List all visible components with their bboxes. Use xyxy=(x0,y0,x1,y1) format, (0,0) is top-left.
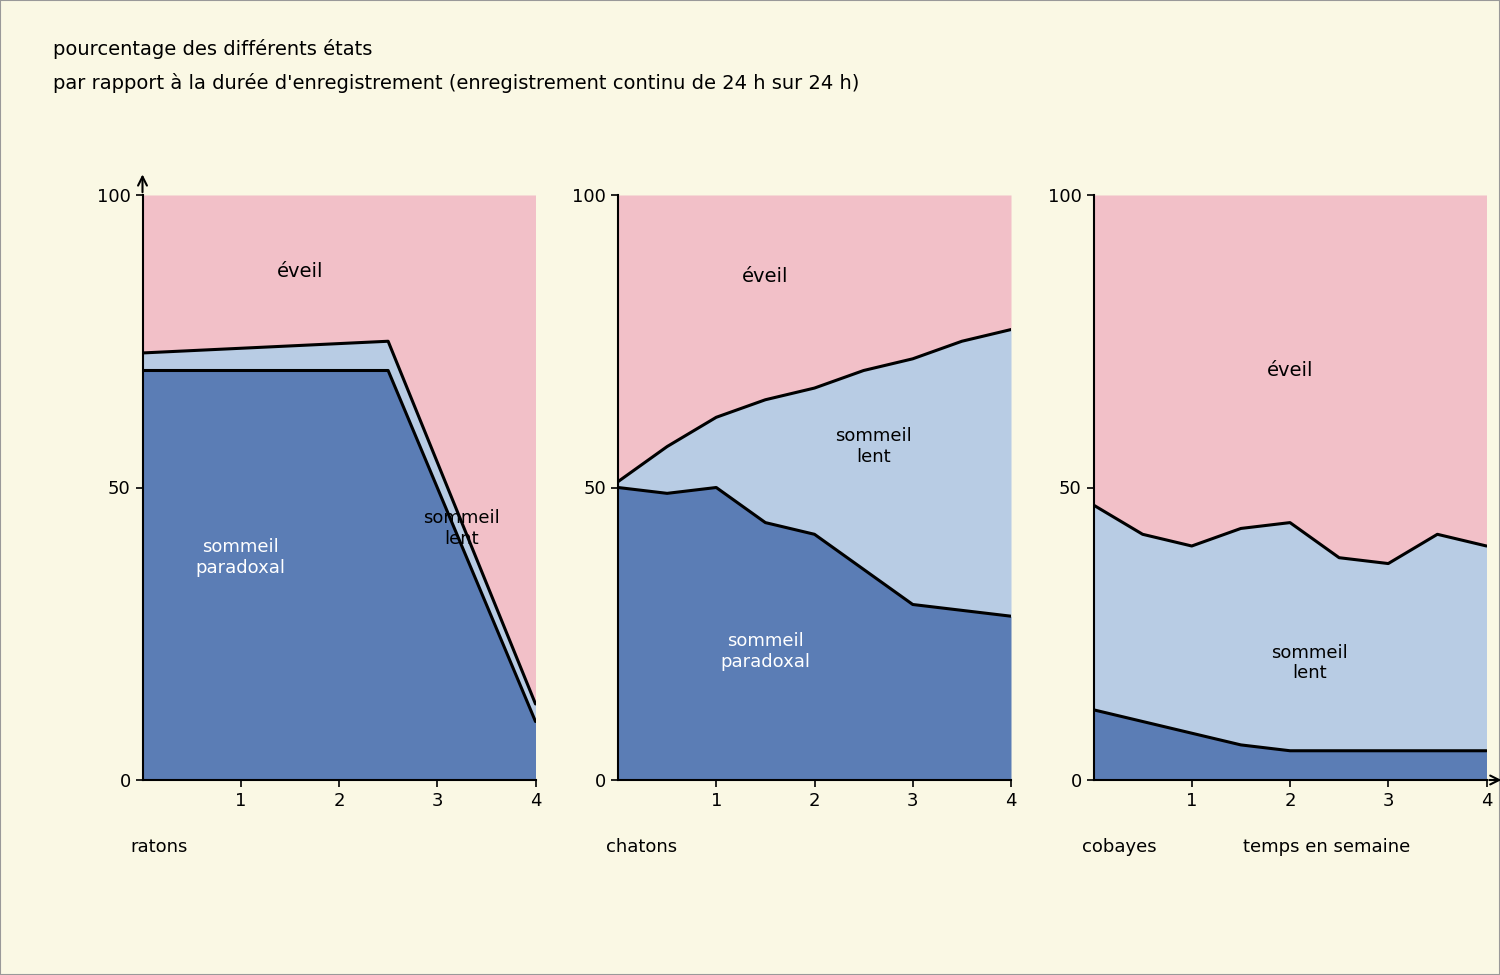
Text: éveil: éveil xyxy=(742,267,789,287)
Text: sommeil
lent: sommeil lent xyxy=(836,427,912,466)
Text: sommeil
paradoxal: sommeil paradoxal xyxy=(195,538,285,577)
Text: sommeil
lent: sommeil lent xyxy=(423,509,500,548)
Text: sommeil
paradoxal: sommeil paradoxal xyxy=(720,632,810,671)
Text: éveil: éveil xyxy=(1266,361,1314,380)
Text: pourcentage des différents états: pourcentage des différents états xyxy=(53,39,372,59)
Text: sommeil
lent: sommeil lent xyxy=(1272,644,1348,682)
Text: ratons: ratons xyxy=(130,838,188,856)
Text: temps en semaine: temps en semaine xyxy=(1244,838,1410,856)
Text: par rapport à la durée d'enregistrement (enregistrement continu de 24 h sur 24 h: par rapport à la durée d'enregistrement … xyxy=(53,73,859,94)
Text: éveil: éveil xyxy=(276,261,322,281)
Text: cobayes: cobayes xyxy=(1082,838,1156,856)
Text: chatons: chatons xyxy=(606,838,678,856)
